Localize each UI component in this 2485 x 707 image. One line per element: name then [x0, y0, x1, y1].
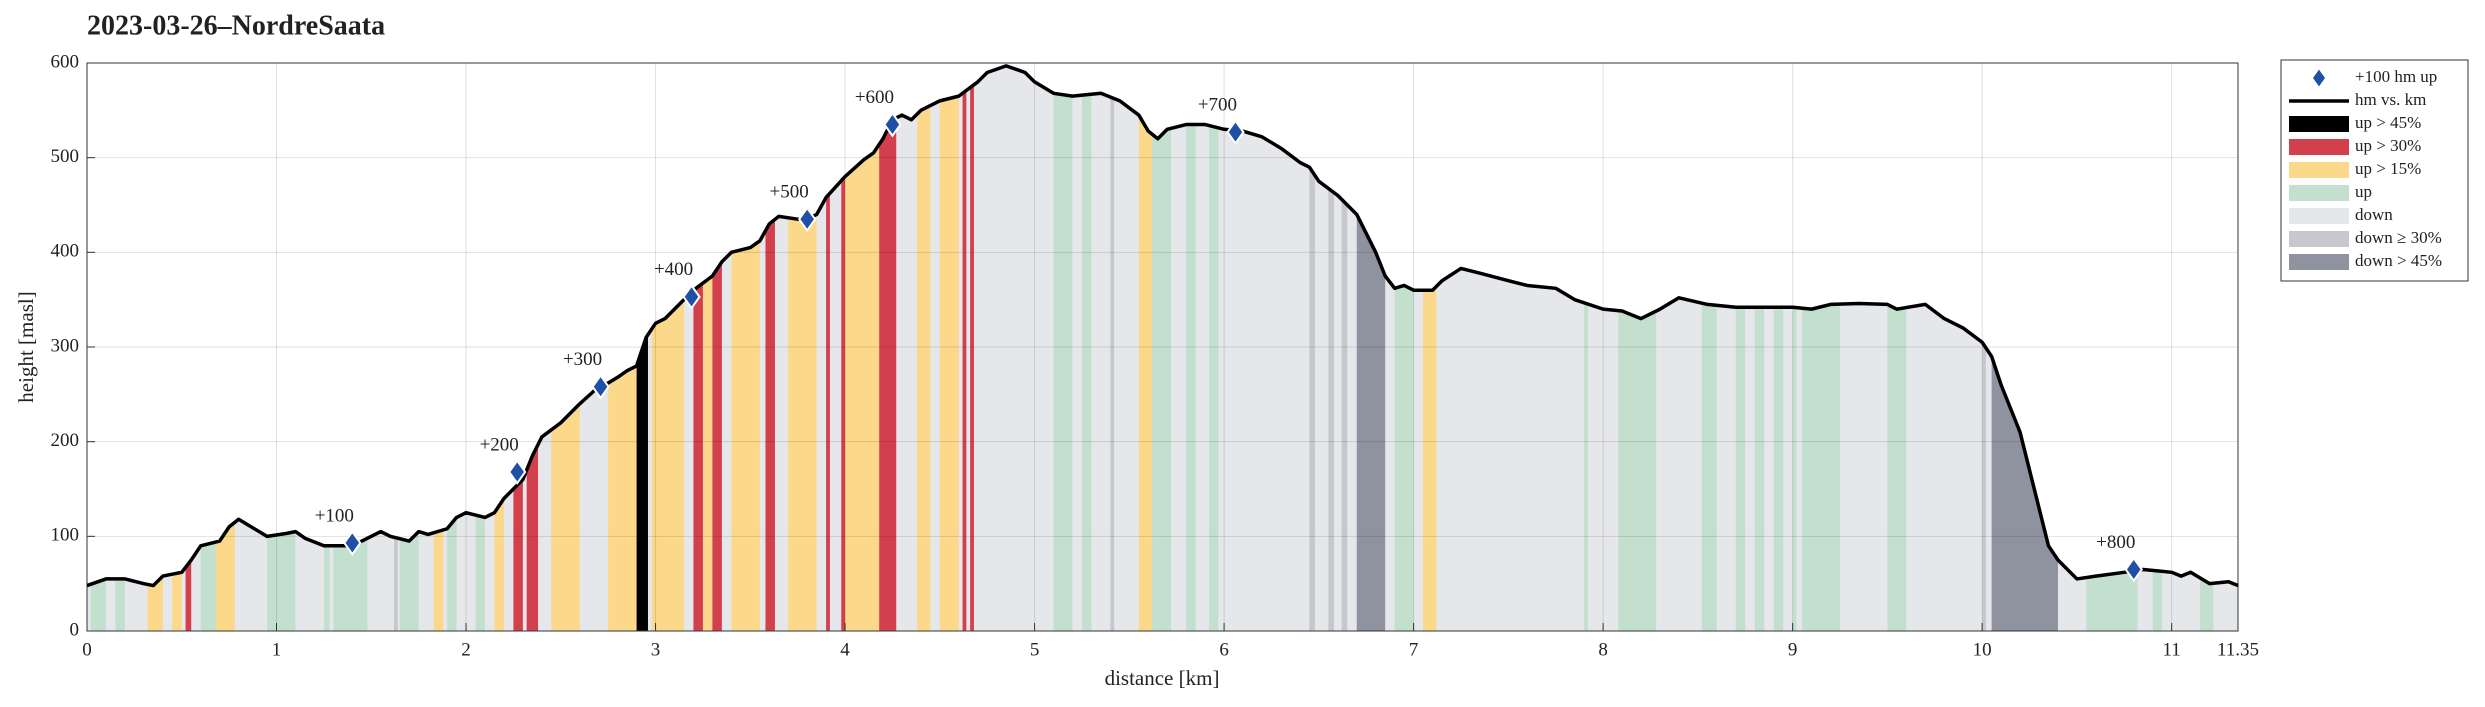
slope-band: [1328, 65, 1335, 631]
x-tick-label: 4: [840, 639, 850, 660]
hm-marker: [682, 283, 701, 310]
legend-swatch: [2289, 162, 2349, 178]
plot-frame: [86, 62, 2239, 632]
x-tick-label: 2: [461, 639, 471, 660]
slope-band: [1735, 65, 1746, 631]
slope-band: [917, 65, 931, 631]
hm-marker-label: +800: [2096, 532, 2135, 553]
x-tick-label: 6: [1219, 639, 1229, 660]
slope-band: [693, 65, 703, 631]
slope-band: [826, 65, 830, 631]
legend-label: up > 30%: [2355, 136, 2421, 155]
legend-label: down: [2355, 205, 2393, 224]
slope-band: [1309, 65, 1316, 631]
slope-band: [1792, 65, 1797, 631]
y-tick-label: 100: [51, 525, 80, 546]
hm-marker: [797, 206, 817, 233]
y-tick-label: 200: [51, 430, 80, 451]
legend-swatch: [2289, 208, 2349, 224]
hm-marker: [591, 373, 610, 400]
slope-band: [1584, 65, 1588, 631]
hm-marker-label: +500: [770, 182, 809, 203]
hm-marker-label: +200: [480, 434, 519, 455]
x-tick-label: 10: [1973, 639, 1992, 660]
slope-band: [702, 65, 713, 631]
x-tick-label: 11: [2163, 639, 2181, 660]
slope-band: [1341, 65, 1348, 631]
x-tick-label: 3: [651, 639, 661, 660]
legend-label: up: [2355, 182, 2372, 201]
y-tick-label: 0: [70, 619, 80, 640]
hm-marker: [883, 111, 902, 138]
y-axis-label: height [masl]: [14, 291, 38, 402]
y-tick-label: 600: [51, 51, 80, 72]
slope-band: [1208, 65, 1219, 631]
legend-swatch: [2289, 139, 2349, 155]
hm-marker-label: +700: [1198, 94, 1237, 115]
y-tick-label: 500: [51, 146, 80, 167]
x-axis-label: distance [km]: [1105, 666, 1220, 690]
legend-swatch: [2289, 254, 2349, 270]
legend-marker: [2313, 69, 2325, 87]
legend-swatch: [2289, 116, 2349, 132]
hm-marker-label: +100: [315, 505, 354, 526]
slope-band: [1053, 65, 1073, 631]
hm-marker-label: +600: [855, 87, 894, 108]
slope-band: [1186, 65, 1196, 631]
slope-band: [1754, 65, 1765, 631]
profile-line: [86, 64, 2239, 588]
hm-marker: [2124, 556, 2143, 583]
legend-label: up > 45%: [2355, 113, 2421, 132]
slope-band: [939, 65, 959, 631]
legend-label: down ≥ 30%: [2355, 228, 2442, 247]
hm-marker-label: +300: [563, 349, 602, 370]
x-tick-label: 8: [1598, 639, 1608, 660]
legend-swatch: [2289, 231, 2349, 247]
legend-swatch: [2289, 185, 2349, 201]
hm-marker-label: +400: [654, 259, 693, 280]
hm-marker: [343, 530, 362, 556]
slope-band: [1152, 65, 1172, 631]
legend-label: down > 45%: [2355, 251, 2442, 270]
slope-band: [765, 65, 775, 631]
y-tick-label: 300: [51, 335, 80, 356]
slope-band: [712, 65, 722, 631]
x-tick-label: 5: [1030, 639, 1040, 660]
y-tick-label: 400: [51, 241, 80, 262]
slope-band: [970, 65, 974, 631]
slope-band: [841, 65, 846, 631]
slope-band: [1081, 65, 1092, 631]
slope-band: [962, 65, 967, 631]
x-tick-label: 1: [272, 639, 282, 660]
x-tick-label: 0: [82, 639, 92, 660]
hm-marker: [507, 459, 527, 485]
slope-band: [1773, 65, 1784, 631]
hm-marker: [1226, 119, 1245, 146]
legend-label: hm vs. km: [2355, 90, 2426, 109]
x-tick-label: 9: [1788, 639, 1798, 660]
x-tick-label: 11.35: [2217, 639, 2259, 660]
chart-title: 2023-03-26–NordreSaata: [87, 10, 385, 41]
slope-band: [1110, 65, 1115, 631]
slope-band: [879, 65, 897, 631]
slope-band: [1138, 65, 1153, 631]
legend-label: +100 hm up: [2355, 67, 2437, 86]
slope-band: [1982, 65, 1986, 631]
legend-label: up > 15%: [2355, 159, 2421, 178]
x-tick-label: 7: [1409, 639, 1419, 660]
